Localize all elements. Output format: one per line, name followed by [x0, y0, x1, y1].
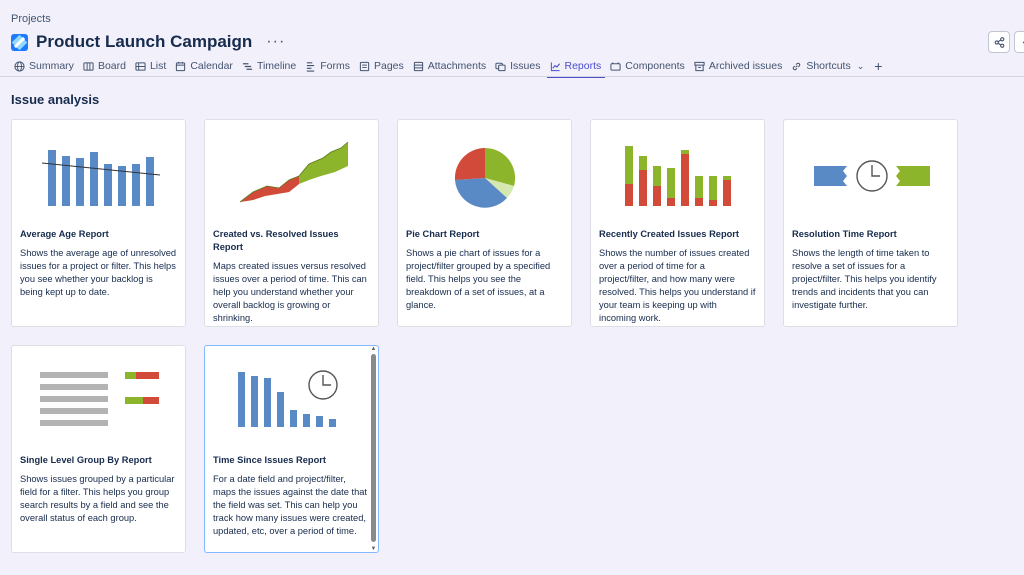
scroll-up-arrow-icon[interactable]: ▲	[370, 346, 377, 352]
components-icon	[610, 61, 621, 71]
calendar-icon	[176, 61, 186, 71]
report-card-recently-created[interactable]: Recently Created Issues Report Shows the…	[590, 119, 765, 327]
tab-attachments[interactable]: Attachments	[410, 57, 492, 75]
archive-icon	[694, 61, 705, 71]
report-card-pie-chart[interactable]: Pie Chart Report Shows a pie chart of is…	[397, 119, 572, 327]
tab-label: Shortcuts	[806, 60, 851, 72]
breadcrumb[interactable]: Projects	[11, 13, 51, 25]
recently-created-chart-illustration	[625, 146, 731, 206]
card-description: Maps created issues versus resolved issu…	[213, 261, 367, 323]
tab-label: List	[149, 60, 167, 72]
card-scrollbar[interactable]	[371, 354, 376, 542]
card-title: Created vs. Resolved Issues Report Maps …	[213, 228, 370, 325]
tab-calendar[interactable]: Calendar	[172, 57, 239, 75]
card-title: Resolution Time Report Shows the length …	[792, 228, 949, 312]
section-title: Issue analysis	[11, 92, 100, 107]
pie-chart-illustration	[454, 147, 516, 208]
add-tab-button[interactable]: +	[874, 58, 883, 74]
card-description: Shows the average age of unresolved issu…	[20, 248, 177, 297]
card-description: Shows issues grouped by a particular fie…	[20, 474, 175, 523]
tab-label: Archived issues	[708, 60, 783, 72]
tab-label: Issues	[510, 60, 541, 72]
forms-icon	[307, 61, 315, 72]
tab-label: Attachments	[427, 60, 487, 72]
page-title: Product Launch Campaign	[36, 32, 253, 51]
report-card-single-level-group-by[interactable]: Single Level Group By Report Shows issue…	[11, 345, 186, 553]
chevron-down-icon[interactable]: ⌄	[856, 60, 865, 71]
card-description: Shows the number of issues created over …	[599, 248, 756, 323]
tab-label: Reports	[564, 60, 602, 72]
project-header: Product Launch Campaign ···	[11, 31, 285, 53]
tab-issues[interactable]: Issues	[492, 57, 546, 75]
tab-reports[interactable]: Reports	[546, 57, 608, 78]
tab-label: Summary	[29, 60, 74, 72]
reports-icon	[550, 61, 560, 71]
tab-label: Forms	[320, 60, 350, 72]
tab-archived-issues[interactable]: Archived issues	[691, 57, 789, 75]
report-card-created-vs-resolved[interactable]: Created vs. Resolved Issues Report Maps …	[204, 119, 379, 327]
card-title: Pie Chart Report Shows a pie chart of is…	[406, 228, 563, 312]
tab-label: Calendar	[190, 60, 233, 72]
card-description: Shows a pie chart of issues for a projec…	[406, 248, 551, 310]
card-description: Shows the length of time taken to resolv…	[792, 248, 937, 310]
tab-list[interactable]: List	[132, 57, 172, 75]
card-title: Time Since Issues Report For a date fiel…	[213, 454, 370, 538]
more-actions-button[interactable]: ···	[266, 33, 286, 50]
tab-label: Pages	[373, 60, 404, 72]
share-icon	[994, 36, 1004, 48]
card-title: Recently Created Issues Report Shows the…	[599, 229, 756, 323]
tab-board[interactable]: Board	[80, 57, 132, 75]
group-by-illustration	[40, 372, 159, 426]
tabs-divider	[0, 76, 1024, 77]
issues-icon	[495, 62, 506, 71]
arrow-left-icon	[1022, 40, 1024, 44]
tab-label: Components	[625, 60, 685, 72]
average-age-chart-illustration	[41, 150, 161, 206]
pages-icon	[359, 61, 370, 71]
tab-forms[interactable]: Forms	[302, 57, 356, 75]
tab-label: Board	[97, 60, 126, 72]
tab-pages[interactable]: Pages	[356, 57, 410, 75]
link-icon	[793, 62, 801, 70]
project-avatar-icon	[11, 33, 28, 51]
time-since-issues-illustration	[238, 370, 338, 427]
card-description: For a date field and project/filter, map…	[213, 474, 368, 536]
report-card-resolution-time[interactable]: Resolution Time Report Shows the length …	[783, 119, 958, 327]
share-button[interactable]	[988, 31, 1010, 53]
list-icon	[135, 61, 146, 71]
attachments-icon	[413, 61, 423, 71]
project-tabs: Summary Board List Calendar Timeline For…	[11, 57, 883, 78]
report-card-time-since-issues[interactable]: Time Since Issues Report For a date fiel…	[204, 345, 379, 553]
globe-icon	[14, 60, 25, 72]
card-title: Single Level Group By Report Shows issue…	[20, 454, 177, 525]
tab-timeline[interactable]: Timeline	[239, 57, 302, 75]
tab-label: Timeline	[256, 60, 297, 72]
scroll-down-arrow-icon[interactable]: ▼	[370, 546, 377, 552]
card-title: Average Age Report Shows the average age…	[20, 229, 177, 297]
timeline-icon	[242, 62, 253, 70]
resolution-time-illustration	[814, 160, 930, 192]
report-card-average-age[interactable]: Average Age Report Shows the average age…	[11, 119, 186, 327]
collapse-button[interactable]	[1014, 31, 1024, 53]
created-vs-resolved-chart-illustration	[239, 141, 349, 203]
board-icon	[83, 61, 94, 71]
tab-summary[interactable]: Summary	[11, 57, 80, 75]
tab-shortcuts[interactable]: Shortcuts ⌄	[788, 57, 870, 75]
tab-components[interactable]: Components	[607, 57, 691, 75]
